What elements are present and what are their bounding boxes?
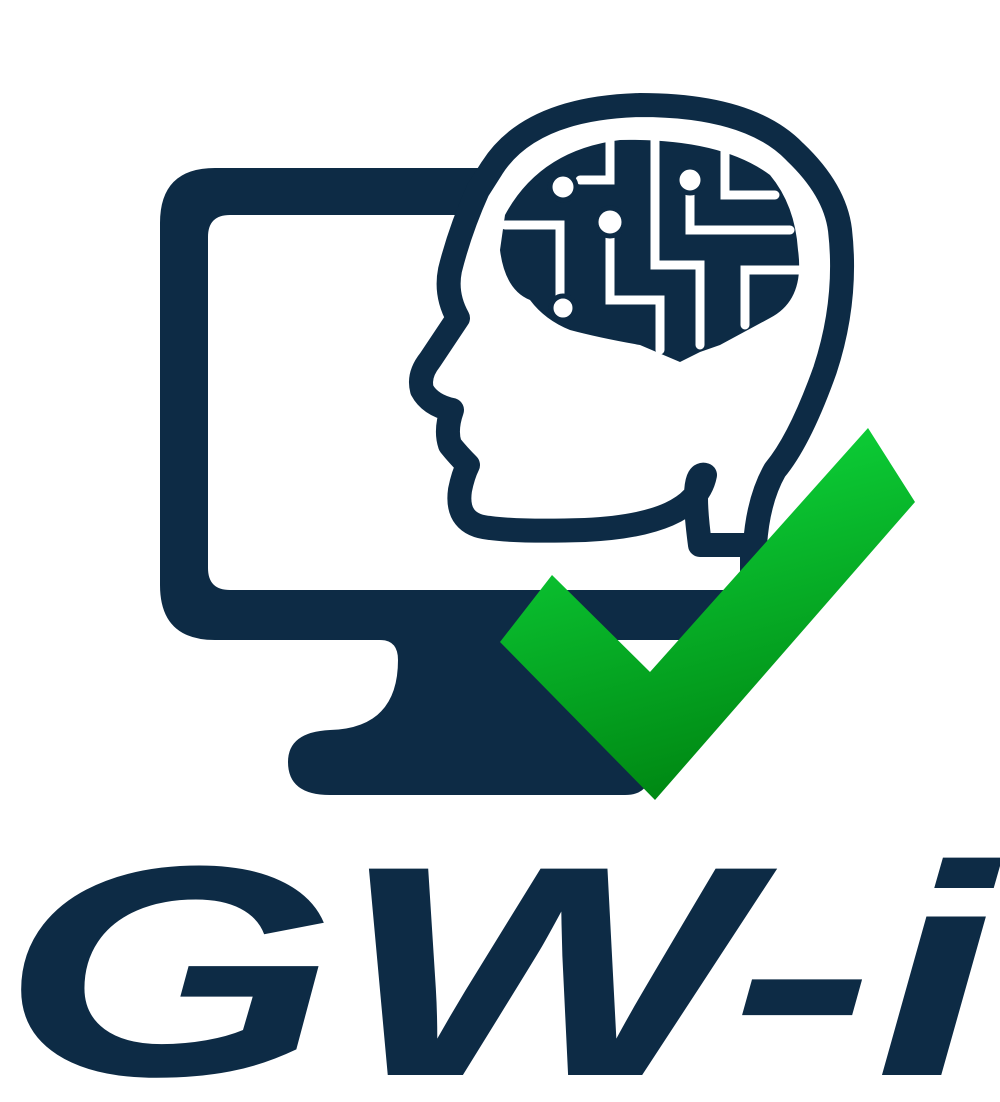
wordmark: GW-i	[0, 803, 1000, 1102]
check-mark	[500, 428, 915, 800]
head-icon	[409, 93, 855, 557]
